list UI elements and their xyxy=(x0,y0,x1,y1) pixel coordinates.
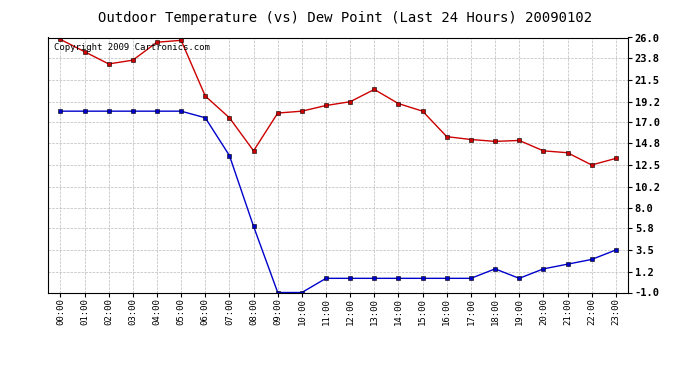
Text: Outdoor Temperature (vs) Dew Point (Last 24 Hours) 20090102: Outdoor Temperature (vs) Dew Point (Last… xyxy=(98,11,592,25)
Text: Copyright 2009 Cartronics.com: Copyright 2009 Cartronics.com xyxy=(54,43,210,52)
